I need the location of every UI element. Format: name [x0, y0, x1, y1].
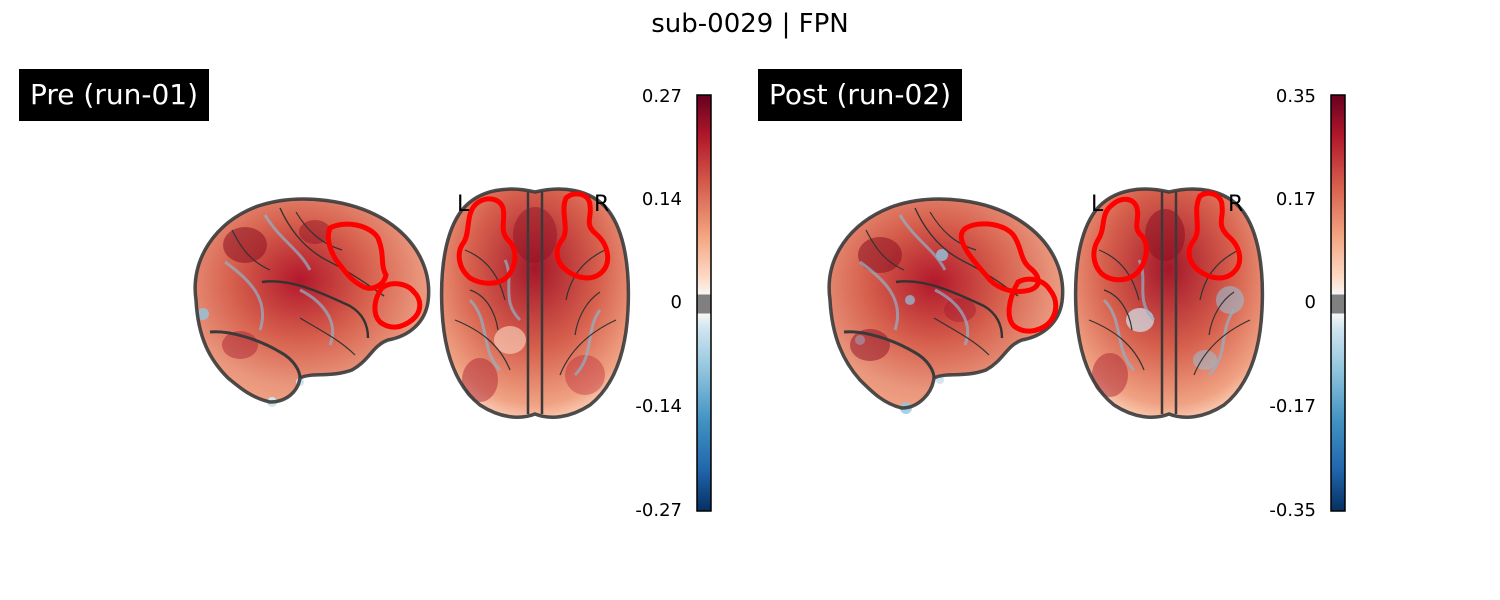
panel-label-post: Post (run-02)	[758, 69, 963, 121]
post-axial-view	[1073, 187, 1265, 419]
post-orientation-right: R	[1228, 192, 1243, 217]
post-colorbar	[1330, 94, 1346, 512]
post-orientation-left: L	[1091, 192, 1104, 217]
pre-colorbar	[696, 94, 712, 512]
pre-orientation-right: R	[594, 192, 609, 217]
post-colorbar-tick-low: -0.17	[1269, 396, 1316, 417]
pre-colorbar-tick-low: -0.14	[635, 396, 682, 417]
pre-axial-view	[439, 187, 631, 419]
figure-title: sub-0029 | FPN	[651, 9, 849, 39]
pre-colorbar-tick-max: 0.27	[641, 86, 682, 107]
pre-orientation-left: L	[457, 192, 470, 217]
post-colorbar-tick-max: 0.35	[1275, 86, 1316, 107]
post-colorbar-tick-min: -0.35	[1269, 500, 1316, 521]
pre-colorbar-tick-min: -0.27	[635, 500, 682, 521]
post-colorbar-tick-high: 0.17	[1275, 189, 1316, 210]
panel-label-pre: Pre (run-01)	[19, 69, 209, 121]
pre-sagittal-view	[193, 197, 431, 407]
pre-colorbar-tick-zero: 0	[670, 292, 682, 313]
pre-colorbar-tick-high: 0.14	[641, 189, 682, 210]
post-sagittal-view	[827, 197, 1065, 414]
post-colorbar-tick-zero: 0	[1304, 292, 1316, 313]
